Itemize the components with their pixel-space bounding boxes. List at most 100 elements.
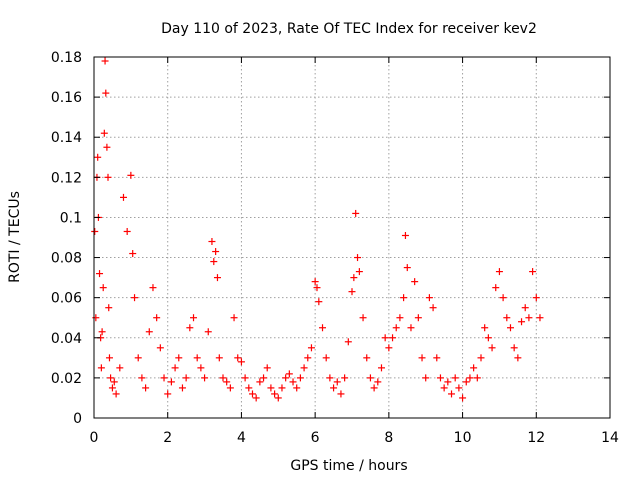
- data-point: [107, 374, 115, 382]
- data-point: [499, 294, 507, 302]
- data-point: [237, 358, 245, 366]
- y-tick-label: 0.16: [51, 90, 82, 106]
- data-point: [470, 364, 478, 372]
- x-tick-label: 4: [237, 430, 246, 446]
- y-tick-label: 0.02: [51, 371, 82, 387]
- data-point: [425, 294, 433, 302]
- data-point: [208, 238, 216, 246]
- x-tick-label: 0: [90, 430, 99, 446]
- data-point: [350, 274, 358, 282]
- data-point: [521, 304, 529, 312]
- data-point: [105, 304, 113, 312]
- data-point: [119, 193, 127, 201]
- data-point: [322, 354, 330, 362]
- data-point: [142, 384, 150, 392]
- data-point: [204, 328, 212, 336]
- data-point: [381, 334, 389, 342]
- data-point: [210, 258, 218, 266]
- data-points: [91, 57, 544, 402]
- data-point: [129, 250, 137, 258]
- data-point: [101, 57, 109, 65]
- data-point: [363, 354, 371, 362]
- data-point: [488, 344, 496, 352]
- data-point: [252, 394, 260, 402]
- data-point: [234, 354, 242, 362]
- data-point: [400, 294, 408, 302]
- data-point: [311, 278, 319, 286]
- data-point: [385, 344, 393, 352]
- data-point: [156, 344, 164, 352]
- data-point: [274, 394, 282, 402]
- data-point: [407, 324, 415, 332]
- data-point: [241, 374, 249, 382]
- data-point: [525, 314, 533, 322]
- data-point: [99, 284, 107, 292]
- data-point: [429, 304, 437, 312]
- data-point: [108, 384, 116, 392]
- y-tick-label: 0.04: [51, 331, 82, 347]
- data-point: [414, 314, 422, 322]
- y-tick-label: 0: [73, 411, 82, 427]
- data-point: [263, 364, 271, 372]
- data-point: [145, 328, 153, 336]
- x-tick-label: 6: [311, 430, 320, 446]
- data-point: [105, 354, 113, 362]
- data-point: [503, 314, 511, 322]
- data-point: [377, 364, 385, 372]
- chart-title: Day 110 of 2023, Rate Of TEC Index for r…: [161, 21, 537, 37]
- data-point: [245, 384, 253, 392]
- data-point: [389, 334, 397, 342]
- data-point: [510, 344, 518, 352]
- x-axis-ticks: 0 2 4 6 8 10 12 14: [90, 57, 619, 446]
- data-point: [201, 374, 209, 382]
- data-point: [167, 378, 175, 386]
- data-point: [193, 354, 201, 362]
- data-point: [260, 374, 268, 382]
- data-point: [215, 354, 223, 362]
- data-point: [190, 314, 198, 322]
- data-point: [96, 270, 104, 278]
- data-point: [175, 354, 183, 362]
- data-point: [127, 171, 135, 179]
- plot-frame: [93, 56, 611, 419]
- x-tick-label: 2: [163, 430, 172, 446]
- y-axis-label: ROTI / TECUs: [7, 191, 23, 283]
- x-tick-label: 10: [454, 430, 472, 446]
- data-point: [112, 390, 120, 398]
- data-point: [92, 314, 100, 322]
- data-point: [352, 209, 360, 217]
- data-point: [212, 248, 220, 256]
- data-point: [282, 374, 290, 382]
- data-point: [532, 294, 540, 302]
- data-point: [451, 374, 459, 382]
- y-tick-label: 0.06: [51, 291, 82, 307]
- data-point: [396, 314, 404, 322]
- data-point: [374, 378, 382, 386]
- data-point: [131, 294, 139, 302]
- y-tick-label: 0.18: [51, 50, 82, 66]
- data-point: [278, 384, 286, 392]
- data-point: [481, 324, 489, 332]
- data-point: [313, 284, 321, 292]
- data-point: [477, 354, 485, 362]
- data-point: [248, 390, 256, 398]
- y-tick-label: 0.12: [51, 170, 82, 186]
- data-point: [171, 364, 179, 372]
- data-point: [315, 298, 323, 306]
- grid-lines: [94, 57, 610, 418]
- data-point: [514, 354, 522, 362]
- y-tick-label: 0.08: [51, 251, 82, 267]
- data-point: [149, 284, 157, 292]
- data-point: [213, 274, 221, 282]
- y-tick-label: 0.1: [60, 210, 82, 226]
- data-point: [307, 344, 315, 352]
- data-point: [178, 384, 186, 392]
- data-point: [436, 374, 444, 382]
- data-point: [370, 384, 378, 392]
- data-point: [411, 278, 419, 286]
- data-point: [296, 374, 304, 382]
- data-point: [344, 338, 352, 346]
- data-point: [473, 374, 481, 382]
- data-point: [256, 378, 264, 386]
- data-point: [433, 354, 441, 362]
